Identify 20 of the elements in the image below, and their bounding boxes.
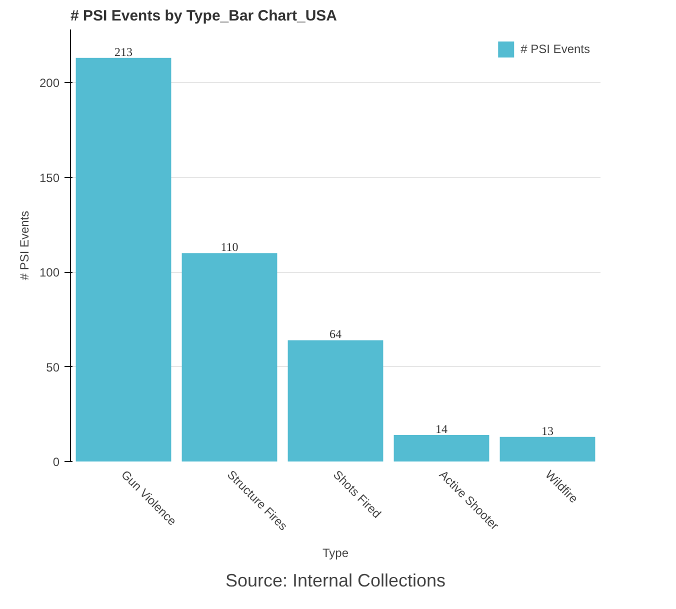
- data-label: 110: [220, 240, 238, 254]
- bar: [500, 436, 596, 462]
- source-note: Source: Internal Collections: [225, 570, 446, 590]
- y-tick-label: 150: [39, 170, 60, 185]
- chart-title: # PSI Events by Type_Bar Chart_USA: [70, 8, 338, 24]
- bar: [182, 253, 278, 462]
- bar: [394, 434, 490, 462]
- x-axis-title: Type: [322, 546, 349, 560]
- data-label: 64: [330, 327, 342, 342]
- data-label: 13: [542, 424, 554, 438]
- data-label: 213: [114, 44, 132, 59]
- legend-label: # PSI Events: [520, 42, 590, 56]
- y-tick-label: 50: [46, 360, 60, 374]
- bar: [288, 340, 384, 462]
- y-tick-label: 200: [39, 76, 60, 90]
- bar: [76, 58, 172, 462]
- data-label: 14: [436, 422, 448, 436]
- y-tick-label: 0: [52, 455, 60, 469]
- y-axis-title: # PSI Events: [17, 210, 32, 280]
- y-tick-label: 100: [39, 266, 60, 280]
